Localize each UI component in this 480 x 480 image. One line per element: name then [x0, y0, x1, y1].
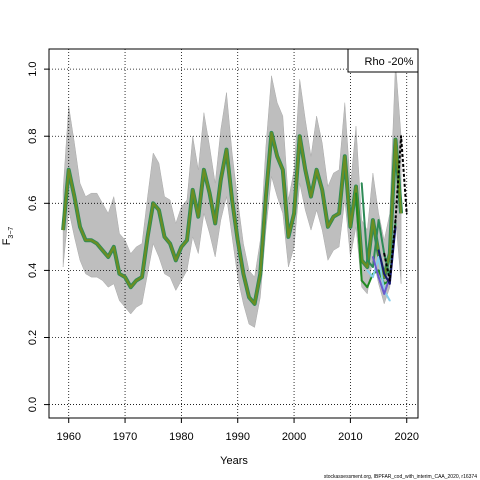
x-tick-label: 1990	[225, 431, 249, 443]
retro-peel-point	[372, 266, 374, 268]
y-axis-title-subscript: 3−7	[8, 227, 15, 239]
y-tick-label: 0.8	[27, 129, 39, 144]
retro-peel-point	[388, 279, 391, 282]
x-tick-label: 1980	[169, 431, 193, 443]
x-tick-label: 2020	[394, 431, 418, 443]
x-tick-label: 2000	[282, 431, 306, 443]
retro-peel-point	[383, 292, 386, 295]
retro-peel-point	[388, 299, 391, 302]
x-axis-title: Years	[220, 455, 248, 467]
legend: Rho -20%	[347, 48, 419, 73]
retro-peel-point	[360, 279, 363, 282]
series-layer	[61, 130, 408, 306]
y-tick-label: 0.0	[27, 397, 39, 412]
footer-credit: stockassessment.org, IBPFAR_cod_with_int…	[324, 474, 477, 480]
retro-peel-point	[377, 269, 380, 272]
retro-peel-point	[366, 286, 369, 289]
retro-peel-point	[366, 269, 369, 272]
retro-peel-point	[405, 212, 408, 215]
retro-peel-point	[377, 276, 380, 279]
retro-peel-point	[377, 249, 380, 252]
estimate-line	[62, 131, 403, 305]
retro-peel-point	[383, 272, 386, 275]
legend-box	[347, 48, 419, 73]
x-tick-label: 1970	[113, 431, 137, 443]
y-tick-label: 0.6	[27, 196, 39, 211]
retro-peel-point	[388, 282, 391, 285]
y-tick-label: 1.0	[27, 61, 39, 76]
x-axis: 1960 1970 1980 1990 2000 2010 2020	[56, 418, 419, 443]
retro-peel-point	[394, 219, 397, 221]
y-axis-title-main: F	[1, 238, 13, 245]
retro-peel-point	[372, 276, 374, 279]
x-tick-label: 1960	[56, 431, 80, 443]
retro-peel-point	[377, 256, 380, 258]
retro-peel-point	[383, 252, 386, 255]
retro-peel-line	[371, 256, 391, 295]
retro-peel-point	[366, 259, 369, 262]
legend-label: Rho -20%	[365, 56, 414, 68]
retro-peel-point	[400, 135, 402, 138]
x-tick-label: 2010	[338, 431, 362, 443]
retro-peel-point	[360, 182, 363, 185]
y-axis-title: F3−7	[1, 227, 15, 246]
y-axis: 0.0 0.2 0.4 0.6 0.8 1.0	[27, 61, 49, 412]
plot-frame	[48, 48, 419, 419]
y-tick-label: 0.4	[27, 263, 39, 278]
retro-peel-point	[372, 256, 374, 258]
retro-peel-point	[355, 192, 357, 195]
y-tick-label: 0.2	[27, 330, 39, 345]
retro-peel-point	[377, 219, 380, 221]
